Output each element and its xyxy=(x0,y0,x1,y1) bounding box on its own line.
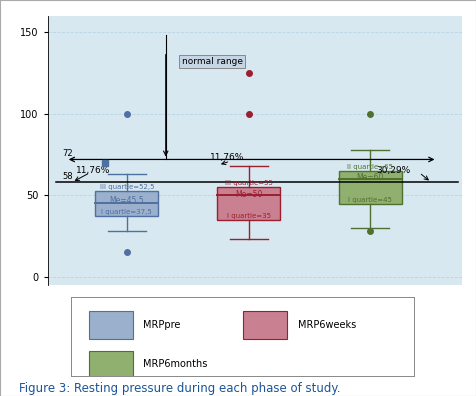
Text: Figure 3: Resting pressure during each phase of study.: Figure 3: Resting pressure during each p… xyxy=(19,382,340,395)
FancyBboxPatch shape xyxy=(89,311,133,339)
Text: MRPpre: MRPpre xyxy=(143,320,181,330)
FancyBboxPatch shape xyxy=(89,351,133,379)
Text: 30,29%: 30,29% xyxy=(377,166,411,175)
FancyBboxPatch shape xyxy=(243,311,288,339)
Text: II quartle=65: II quartle=65 xyxy=(347,164,393,170)
Bar xyxy=(95,191,159,216)
Text: 11,76%: 11,76% xyxy=(209,153,244,162)
Text: I quartle=45: I quartle=45 xyxy=(348,197,392,203)
Text: MRP6months: MRP6months xyxy=(143,359,208,369)
Text: I quartle=37,5: I quartle=37,5 xyxy=(101,209,152,215)
Text: III quartle=55: III quartle=55 xyxy=(225,181,272,187)
Text: 58: 58 xyxy=(62,172,73,181)
Bar xyxy=(339,171,402,204)
Bar xyxy=(217,187,280,220)
Text: MRP6weeks: MRP6weeks xyxy=(298,320,356,330)
Text: Me=45,5: Me=45,5 xyxy=(109,196,144,205)
Text: III quartle=52,5: III quartle=52,5 xyxy=(99,185,154,190)
Text: 72: 72 xyxy=(62,149,73,158)
Text: I quartle=35: I quartle=35 xyxy=(227,213,270,219)
Text: Me=60: Me=60 xyxy=(357,173,384,182)
Text: normal range: normal range xyxy=(181,57,243,66)
Text: 11,76%: 11,76% xyxy=(76,166,110,175)
Text: Me=50: Me=50 xyxy=(235,190,262,199)
